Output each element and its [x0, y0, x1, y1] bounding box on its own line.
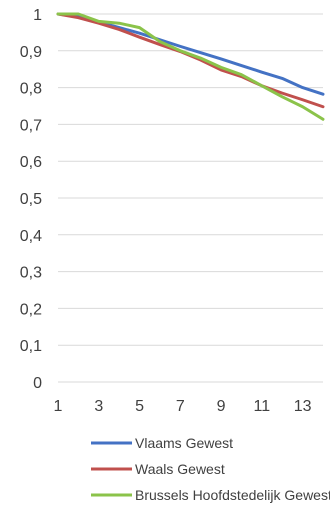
series-line-2: [56, 12, 325, 109]
x-tick-label: 7: [176, 398, 185, 415]
gridlines: [58, 13, 323, 346]
legend-label: Vlaams Gewest: [135, 435, 233, 451]
legend-item: Waals Gewest: [91, 461, 225, 477]
y-tick-label: 1: [33, 7, 42, 24]
y-tick-label: 0,7: [20, 117, 42, 134]
y-tick-label: 0,3: [20, 265, 42, 282]
x-tick-label: 11: [254, 398, 271, 415]
y-tick-label: 0,5: [20, 191, 42, 208]
x-tick-label: 3: [94, 398, 103, 415]
y-tick-label: 0: [33, 375, 42, 392]
y-tick-label: 0,6: [20, 154, 42, 171]
y-tick-label: 0,1: [20, 338, 42, 355]
tick-labels: 00,10,20,30,40,50,60,70,80,911 3 5 7 9 11 13: [20, 7, 312, 415]
y-tick-label: 0,4: [20, 228, 42, 245]
legend-item: Brussels Hoofdstedelijk Gewest: [91, 487, 330, 503]
y-tick-label: 0,8: [20, 81, 42, 98]
x-tick-label: 5: [135, 398, 144, 415]
series-line-3: [56, 12, 325, 121]
y-tick-label: 0,9: [20, 44, 42, 61]
legend-label: Brussels Hoofdstedelijk Gewest: [135, 487, 330, 503]
x-tick-label: 13: [294, 398, 312, 415]
legend: Vlaams Gewest Waals Gewest Brussels Hoofds…: [91, 435, 330, 503]
x-tick-label: 1: [54, 398, 63, 415]
legend-item: Vlaams Gewest: [91, 435, 233, 451]
legend-label: Waals Gewest: [135, 461, 225, 477]
x-tick-label: 9: [217, 398, 226, 415]
series-lines: [56, 12, 325, 121]
y-tick-label: 0,2: [20, 301, 42, 318]
